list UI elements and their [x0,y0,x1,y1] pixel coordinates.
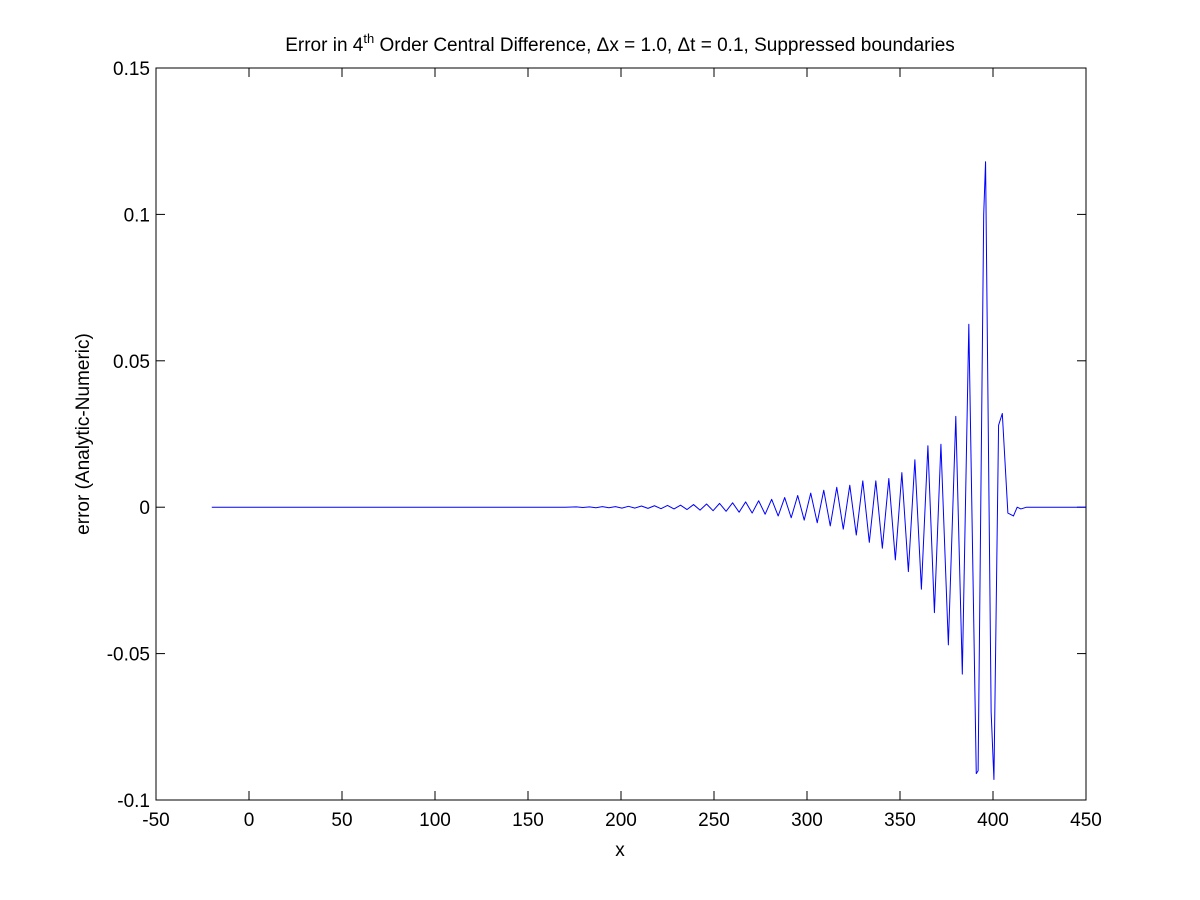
x-tick-label: 50 [331,810,352,831]
y-tick-label: 0.1 [124,205,150,226]
y-tick-label: 0.15 [113,59,150,80]
chart-title: Error in 4th Order Central Difference, Δ… [285,31,955,56]
y-tick-label: 0.05 [113,352,150,373]
x-tick-label: 250 [698,810,730,831]
chart-title-suffix: Order Central Difference, Δx = 1.0, Δt =… [374,35,955,56]
x-tick-label: 300 [791,810,823,831]
x-tick-label: 100 [419,810,451,831]
x-tick-label: -50 [142,810,169,831]
plot-area: -50 0 50 100 150 200 250 300 350 400 450 -0.1 -0.05 0… [107,59,1102,831]
series-line [211,161,1086,780]
x-tick-label: 350 [884,810,916,831]
y-tick-label: 0 [139,498,150,519]
x-tick-label: 450 [1070,810,1102,831]
chart-title-superscript: th [363,31,374,46]
y-tick-label: -0.05 [107,645,150,666]
x-tick-label: 400 [977,810,1009,831]
y-axis-label: error (Analytic-Numeric) [73,333,94,535]
x-tick-label: 200 [605,810,637,831]
chart-title-prefix: Error in 4 [285,35,364,56]
x-axis-label: x [615,840,625,861]
x-tick-label: 150 [512,810,544,831]
x-tick-label: 0 [244,810,255,831]
y-tick-label: -0.1 [117,791,150,812]
